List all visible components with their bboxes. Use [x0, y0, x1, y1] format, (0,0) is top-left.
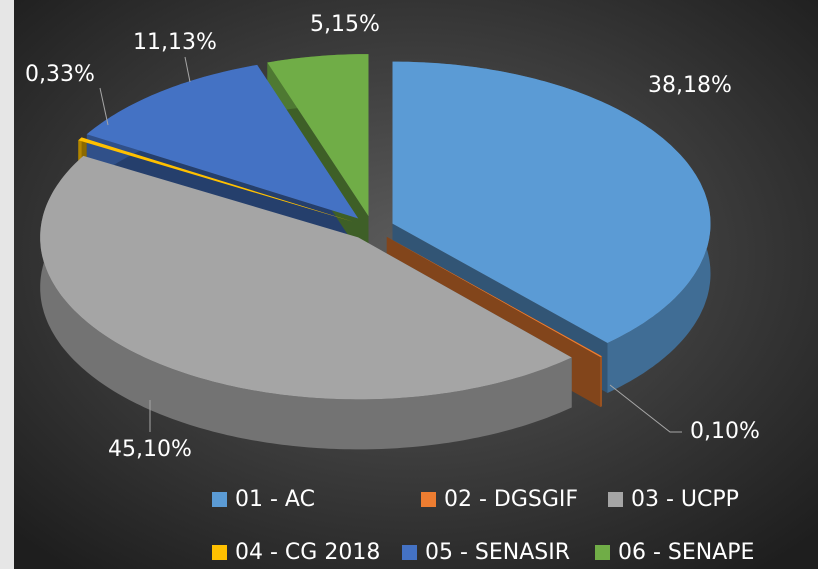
pie-slice [86, 64, 359, 219]
legend-label: 01 - AC [235, 487, 315, 512]
legend-label: 04 - CG 2018 [235, 540, 380, 565]
data-label: 45,10% [108, 437, 192, 462]
data-label: 0,33% [25, 62, 95, 87]
data-label: 11,13% [133, 30, 217, 55]
legend-swatch [212, 545, 227, 560]
legend-swatch [212, 492, 227, 507]
leader-line [184, 56, 191, 83]
data-label: 38,18% [648, 73, 732, 98]
pie-slice [392, 61, 711, 343]
legend-swatch [608, 492, 623, 507]
left-strip [0, 0, 14, 569]
leader-line [99, 87, 109, 126]
pie-slice [267, 54, 369, 217]
pie-slice [40, 155, 572, 400]
legend-label: 03 - UCPP [631, 487, 739, 512]
legend-label: 05 - SENASIR [425, 540, 570, 565]
pie-slice [78, 137, 354, 222]
legend-swatch [402, 545, 417, 560]
legend-label: 06 - SENAPE [618, 540, 754, 565]
legend-label: 02 - DGSGIF [444, 487, 578, 512]
data-label: 5,15% [310, 12, 380, 37]
data-label: 0,10% [690, 419, 760, 444]
slice-outer-side [40, 155, 572, 450]
legend-swatch [595, 545, 610, 560]
leader-line [609, 384, 682, 433]
legend-swatch [421, 492, 436, 507]
slice-outer-side [600, 356, 602, 407]
pie-slice [386, 236, 602, 357]
